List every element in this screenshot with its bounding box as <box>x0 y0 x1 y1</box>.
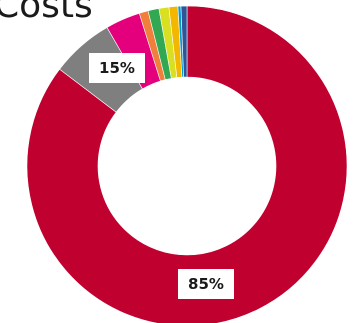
data-labels: 85% 15% <box>89 53 234 299</box>
donut-slice-8 <box>180 5 188 78</box>
data-label-1: 15% <box>89 53 145 83</box>
data-label-box <box>89 53 145 83</box>
donut-slice-0 <box>26 5 348 323</box>
data-label-text: 85% <box>188 275 224 293</box>
chart-title: Costs <box>0 0 93 26</box>
data-label-0: 85% <box>178 269 234 299</box>
data-label-text: 15% <box>99 59 135 77</box>
data-label-box <box>178 269 234 299</box>
